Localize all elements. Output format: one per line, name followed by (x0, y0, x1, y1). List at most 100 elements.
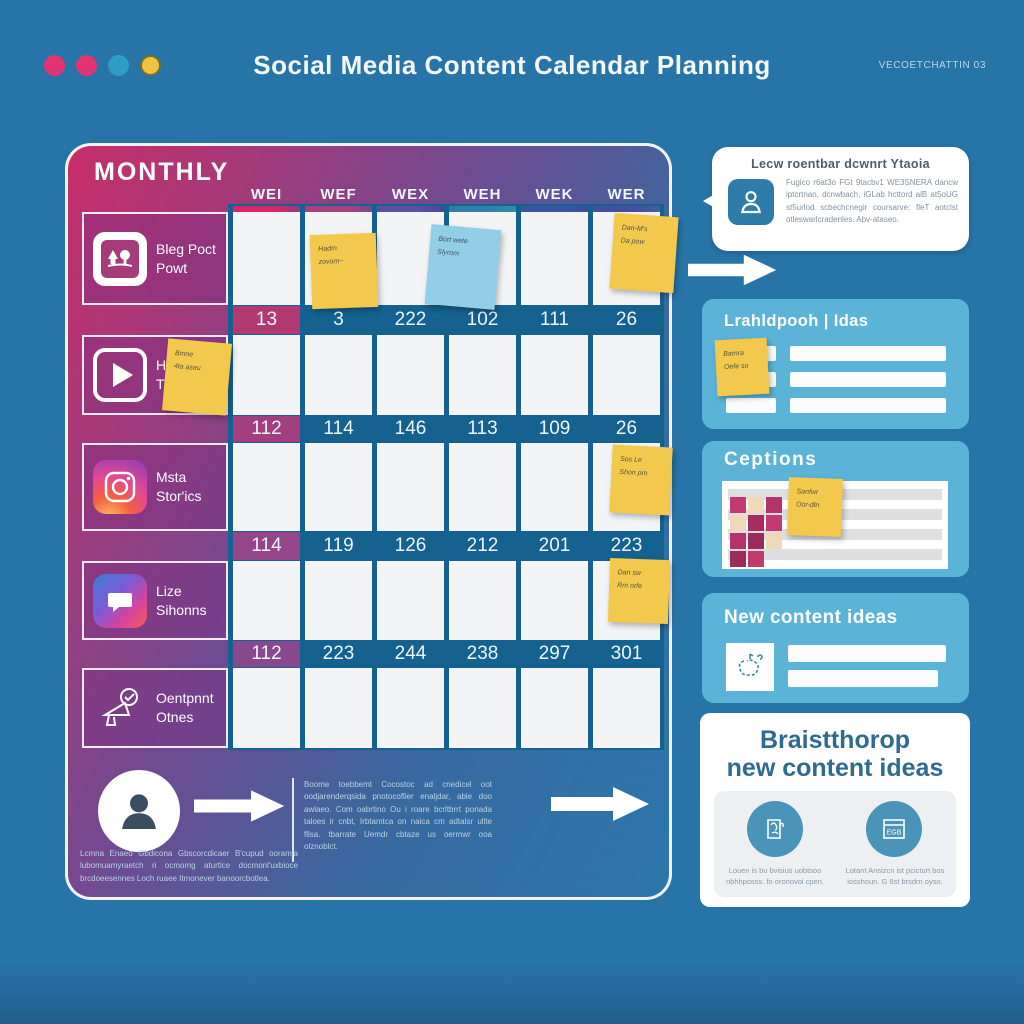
week-header: WEH (463, 186, 502, 203)
trees-glyph (107, 249, 133, 267)
metric-value: 114 (323, 418, 354, 439)
sticky-note: Dan sw Rm orfe (607, 557, 671, 625)
row-label-blog-posts: Bleg Poct Powt (82, 212, 228, 305)
calendar-cell (593, 668, 660, 748)
metrics-row: 13 3 222 102 111 26 (233, 306, 660, 334)
live-sessions-icon (93, 573, 147, 628)
calendar-badge-icon: EGB (866, 801, 922, 857)
sticky-text: Sanfwr (796, 488, 819, 497)
sticky-text: Shon pm (619, 469, 648, 478)
mosaic-square (748, 497, 764, 513)
calendar-row-cells (233, 443, 660, 531)
metric-value: 201 (538, 535, 571, 556)
metric-value: 113 (467, 418, 498, 439)
calendar-row-cells (233, 561, 660, 640)
ideas-panel: Lrahldpooh | Idas (702, 299, 969, 429)
mosaic-square (730, 551, 746, 567)
calendar-cell (521, 561, 588, 640)
metric-value: 13 (233, 306, 300, 334)
sticky-text: Oefe so (723, 362, 749, 372)
play-glyph (112, 363, 133, 387)
blog-post-icon (93, 231, 147, 286)
speech-bubble-tail (689, 187, 727, 215)
metric-value: 3 (333, 309, 344, 330)
metric-value: 222 (394, 309, 427, 330)
speech-bubble-title: Lecw roentbar dcwnrt Ytaoia (751, 157, 930, 171)
row-label-line: Bleg Poct (156, 240, 216, 257)
row-label-live-sessions: Lize Sihonns (82, 561, 228, 640)
sticky-note: Bmne 4ta aseu (161, 338, 233, 416)
calendar-cell (305, 335, 372, 415)
metrics-row: 114 119 126 212 201 223 (233, 532, 660, 560)
sticky-note: Bamra Oefe so (714, 337, 770, 397)
week-header-row: WEI WEF WEX WEH WEK WER (233, 186, 660, 203)
sticky-note: Bort wete Slyrom (424, 224, 502, 310)
metrics-row: 112 223 244 238 297 301 (233, 641, 660, 667)
list-item-thumb (726, 398, 776, 413)
metric-value: 126 (394, 535, 427, 556)
metric-value: 112 (233, 641, 300, 667)
metric-value: 223 (322, 643, 355, 664)
calendar-title: MONTHLY (94, 158, 230, 186)
divider-line (292, 778, 294, 862)
row-label-line: Msta (156, 469, 187, 486)
sticky-note: Hadm zovom~ (309, 232, 379, 310)
calendar-cell (449, 335, 516, 415)
person-avatar-icon (728, 179, 774, 225)
dot-blue (108, 55, 129, 76)
chat-bubble-glyph (108, 592, 132, 612)
row-label-line: Powt (156, 259, 188, 276)
sticky-text: zovom~ (318, 258, 344, 267)
calendar-cell (305, 443, 372, 531)
row-label-line: Stor'ics (156, 488, 202, 504)
metric-value: 109 (538, 418, 571, 439)
sticky-text: Slyrom (436, 249, 460, 258)
dot-pink-1 (44, 55, 65, 76)
metric-value: 146 (394, 418, 427, 439)
text-placeholder-bar (728, 549, 942, 560)
brainstorm-panel: Braistthorop new content ideas EGB Louen… (700, 713, 970, 907)
row-label-line: Oentpnnt (156, 690, 214, 707)
mosaic-square (766, 515, 782, 531)
metric-value: 297 (538, 643, 571, 664)
week-header: WEK (535, 186, 574, 203)
color-mosaic (730, 497, 786, 567)
calendar-cell (233, 668, 300, 748)
week-header: WEI (250, 186, 283, 203)
new-content-ideas-panel: New content ideas (702, 593, 969, 703)
brainstorm-doodle-icon (738, 653, 763, 676)
video-icon (93, 348, 147, 402)
calendar-cell (521, 335, 588, 415)
sticky-text: Dan-M's (621, 224, 648, 234)
person-glyph (122, 794, 156, 829)
sticky-text: Bamra (723, 349, 745, 358)
calendar-cell (449, 561, 516, 640)
camera-glyph (104, 471, 136, 503)
speech-bubble: Lecw roentbar dcwnrt Ytaoia Fugico r6at3… (703, 147, 969, 251)
list-item-bar (790, 346, 946, 361)
calendar-cell (233, 443, 300, 531)
metric-value: 111 (540, 309, 569, 330)
calendar-cell (449, 668, 516, 748)
metrics-row: 112 114 146 113 109 26 (233, 416, 660, 442)
calendar-cell (449, 443, 516, 531)
calendar-cell (521, 443, 588, 531)
calendar-glyph: EGB (883, 819, 905, 839)
sticky-text: Hadm (318, 245, 338, 253)
sticky-note: Dan-M's Da pow (609, 212, 679, 294)
week-header: WEX (391, 186, 430, 203)
calendar-cell (377, 561, 444, 640)
mosaic-square (730, 515, 746, 531)
row-label-insta-stories: Msta Stor'ics (82, 443, 228, 531)
calendar-row-cells (233, 668, 660, 748)
svg-text:EGB: EGB (887, 830, 902, 837)
brainstorm-caption-left: Louen is bu bvisius uobtsoo nbhhposss. f… (726, 866, 824, 887)
week-header: WEF (320, 186, 357, 203)
metric-value: 26 (615, 309, 638, 330)
ideas-panel-title: Lrahldpooh | Idas (724, 312, 869, 330)
metric-value: 223 (610, 535, 643, 556)
calendar-cell (233, 335, 300, 415)
text-placeholder-bar (788, 645, 946, 662)
page-title: Social Media Content Calendar Planning (253, 50, 771, 80)
